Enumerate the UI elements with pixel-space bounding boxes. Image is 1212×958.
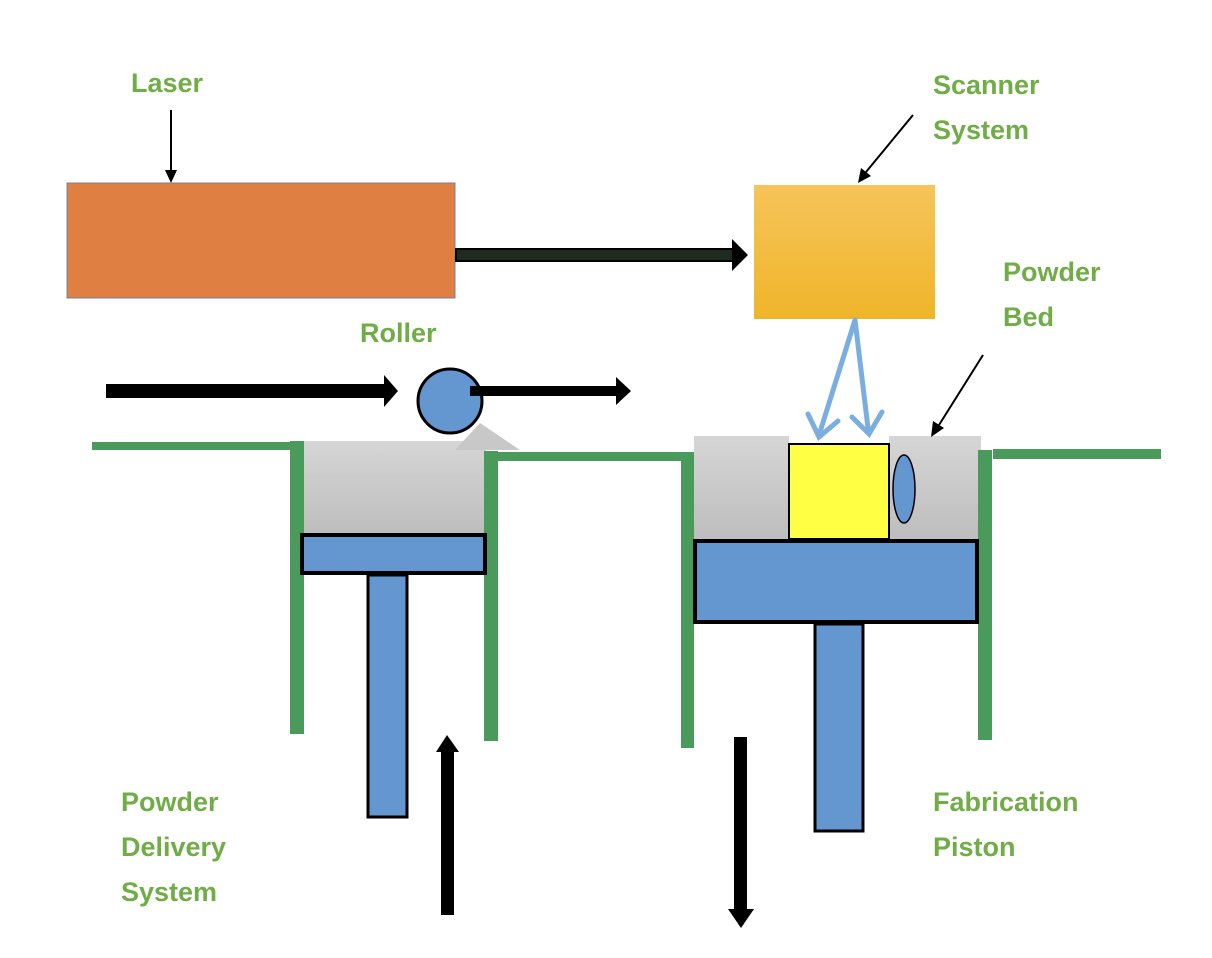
scanner-pointer-arrow bbox=[858, 114, 914, 183]
roller-motion-arrow-left bbox=[106, 375, 398, 407]
powder-bed-label: Powder Bed bbox=[1003, 257, 1101, 332]
fabricated-part bbox=[788, 443, 890, 540]
fabrication-piston-plate bbox=[693, 539, 979, 624]
melt-pool bbox=[892, 454, 916, 524]
roller-powder-wedge bbox=[455, 423, 520, 450]
roller-motion-arrow-right bbox=[470, 377, 631, 405]
fabrication-piston-rod bbox=[813, 622, 865, 833]
roller bbox=[416, 367, 484, 435]
roller-label: Roller bbox=[360, 318, 437, 348]
laser-pointer-arrow bbox=[165, 110, 177, 183]
delivery-powder bbox=[300, 441, 486, 534]
delivery-piston-plate bbox=[300, 533, 487, 575]
fabrication-powder-left bbox=[694, 436, 789, 540]
scanner-system-box bbox=[754, 185, 935, 319]
laser-unit bbox=[66, 182, 456, 299]
laser-label: Laser bbox=[131, 68, 204, 98]
laser-beam-arrow bbox=[455, 239, 748, 271]
fabrication-piston-label: Fabrication Piston bbox=[933, 787, 1079, 862]
powder-bed-pointer-arrow bbox=[931, 354, 984, 437]
delivery-piston-up-arrow bbox=[436, 735, 459, 915]
scanner-system-label: Scanner System bbox=[933, 70, 1040, 145]
build-surface bbox=[92, 442, 1161, 461]
powder-delivery-system-label: Powder Delivery System bbox=[121, 787, 227, 907]
delivery-piston-rod bbox=[366, 573, 409, 819]
delivery-chamber-walls bbox=[290, 441, 498, 741]
fabrication-piston-down-arrow bbox=[728, 737, 754, 928]
fabrication-chamber-walls bbox=[681, 450, 992, 748]
scanning-beams bbox=[805, 317, 885, 441]
